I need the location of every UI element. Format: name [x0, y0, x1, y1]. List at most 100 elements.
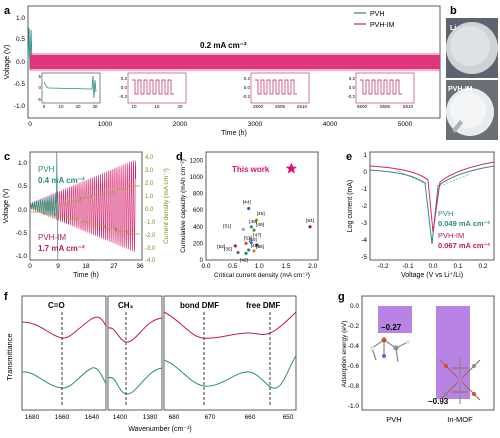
- panel-e-frame: [369, 151, 495, 261]
- a-xtick: 3000: [248, 121, 263, 128]
- panel-b: b Li PVH-IM: [446, 5, 498, 140]
- d-this-work-label: This work: [232, 165, 270, 174]
- d-point-ref-label: [48]: [249, 219, 257, 225]
- g-bar: [378, 306, 412, 333]
- panel-e: e 1 0 -1 -2 -3 -4 -5 Log current (mA) -0…: [346, 151, 495, 279]
- current-density-step-neg: [30, 211, 140, 235]
- f-xtick: 670: [205, 414, 216, 421]
- pvh-im-trace: [30, 55, 440, 69]
- d-point-ref-label: [47]: [253, 233, 261, 239]
- e-ytick: 0: [363, 169, 367, 176]
- f-xlabel: Wavenumber (cm⁻¹): [128, 426, 191, 433]
- inset-xtick: 2500: [253, 104, 264, 109]
- e-ytick: -2: [361, 203, 367, 210]
- inset-xtick: 10: [58, 104, 64, 109]
- d-ytick: 1200: [190, 158, 204, 164]
- d-xtick: 2.0: [308, 263, 317, 270]
- e-ytick: -1: [361, 186, 367, 193]
- c-pvh-trace: [29, 151, 59, 261]
- photo-label-li: Li: [450, 25, 456, 32]
- f-co-im: [21, 316, 107, 339]
- c-xtick: 36: [136, 263, 144, 270]
- a-xtick: 2000: [173, 121, 188, 128]
- panel-d-letter: d: [176, 151, 183, 163]
- panel-g: g 0.0 -0.2 -0.4 -0.6 -0.8 -1.0 Adsorption ene…: [338, 291, 495, 424]
- d-point: [241, 227, 245, 231]
- d-ytick: 400: [193, 225, 204, 231]
- f-label-ch3: CH₃: [118, 301, 134, 310]
- d-point-ref-label: [42]: [240, 257, 248, 263]
- g-ytick: -0.2: [348, 323, 360, 330]
- inset-xtick: 10: [131, 104, 137, 109]
- f-xtick: 1640: [85, 414, 100, 421]
- a-xlabel: Time (h): [221, 130, 247, 137]
- d-point-ref-label: [54]: [306, 218, 314, 224]
- c-ytick-right: 0.0: [145, 207, 154, 213]
- a-xtick: 1000: [98, 121, 113, 128]
- e-pvh-curve: [369, 165, 495, 245]
- f-xtick: 1380: [143, 414, 158, 421]
- d-point-ref-label: [51]: [223, 223, 231, 229]
- d-point-ref-label: [50]: [249, 237, 257, 243]
- d-xtick: 0.0: [201, 263, 210, 270]
- a-ytick: -1.0: [14, 103, 26, 110]
- panel-d: d [44][45][48][49][51][52][53][47][50][4…: [176, 151, 319, 279]
- d-point-ref-label: [44]: [243, 200, 251, 206]
- panel-f-letter: f: [4, 291, 8, 303]
- f-xtick: 660: [245, 414, 256, 421]
- c-xtick: 27: [110, 263, 118, 270]
- c-ylabel-right: Current density (mA cm⁻²): [163, 168, 170, 244]
- d-ytick: 1000: [190, 175, 204, 181]
- d-point-ref-label: [43]: [251, 243, 259, 249]
- d-point: [255, 243, 259, 247]
- d-point-ref-label: [49]: [256, 222, 264, 228]
- g-value-pvh: −0.27: [381, 323, 402, 332]
- g-ytick: -0.4: [348, 343, 360, 350]
- inset-3-trace: [255, 79, 297, 95]
- panel-d-frame: [205, 151, 319, 261]
- inset-xtick: 15: [154, 104, 160, 109]
- inset-ytick: 0: [38, 85, 41, 90]
- inset-2-trace: [132, 79, 174, 95]
- f-label-bond-dmf: bond DMF: [180, 301, 219, 310]
- g-ytick: 0.0: [350, 303, 359, 310]
- d-point-ref-label: [52]: [217, 244, 225, 250]
- e-pvh-im-curve: [369, 161, 495, 233]
- e-xtick: -0.1: [402, 263, 414, 270]
- f-dmf-im: [163, 311, 297, 339]
- inset-ytick: 0.0: [349, 85, 356, 90]
- legend-pvh-label: PVH: [370, 11, 384, 18]
- f-xtick: 1680: [25, 414, 40, 421]
- c-ytick-right: -2.0: [145, 233, 156, 239]
- f-co-pvh: [21, 367, 107, 389]
- e-im-label: PVH-IM: [438, 231, 464, 240]
- f-box-dmf: [163, 295, 297, 411]
- d-point: [255, 218, 259, 222]
- f-xtick: 1400: [113, 414, 128, 421]
- inset-1: 5 0 -5 0 10 20 30: [37, 72, 101, 109]
- d-point-ref-label: [35]: [224, 247, 232, 253]
- g-bar: [436, 306, 470, 399]
- c-ytick-right: 3.0: [145, 168, 154, 174]
- d-point: [236, 250, 240, 255]
- panel-a: a 1.0 0.5 0.0 -0.5 -1.0 Voltage (V) 0 10…: [4, 5, 441, 137]
- c-ytick-right: 4.0: [145, 155, 154, 161]
- inset-xtick: 20: [177, 104, 183, 109]
- d-xtick: 1.0: [255, 263, 264, 270]
- d-xtick: 0.5: [228, 263, 237, 270]
- e-pvh-label: PVH: [438, 209, 453, 218]
- d-point: [252, 249, 256, 253]
- c-ytick-right: 1.0: [145, 194, 154, 200]
- panel-c-traces: [29, 151, 137, 261]
- inset-3: 0.2 0.0 -0.2 2500 2505 2510: [242, 72, 310, 109]
- inset-ytick: 0.2: [121, 76, 128, 81]
- inset-xtick: 30: [92, 104, 98, 109]
- a-xtick: 0: [28, 121, 32, 128]
- d-ylabel: Cumulative capacity (mAh cm⁻²): [180, 159, 187, 253]
- inset-xtick: 2505: [275, 104, 286, 109]
- d-point-ref-label: [53]: [244, 235, 252, 241]
- c-im-value: 1.7 mA cm⁻²: [38, 244, 85, 253]
- g-ylabel: Adsorption energy (eV): [341, 321, 348, 388]
- f-xtick: 650: [283, 414, 294, 421]
